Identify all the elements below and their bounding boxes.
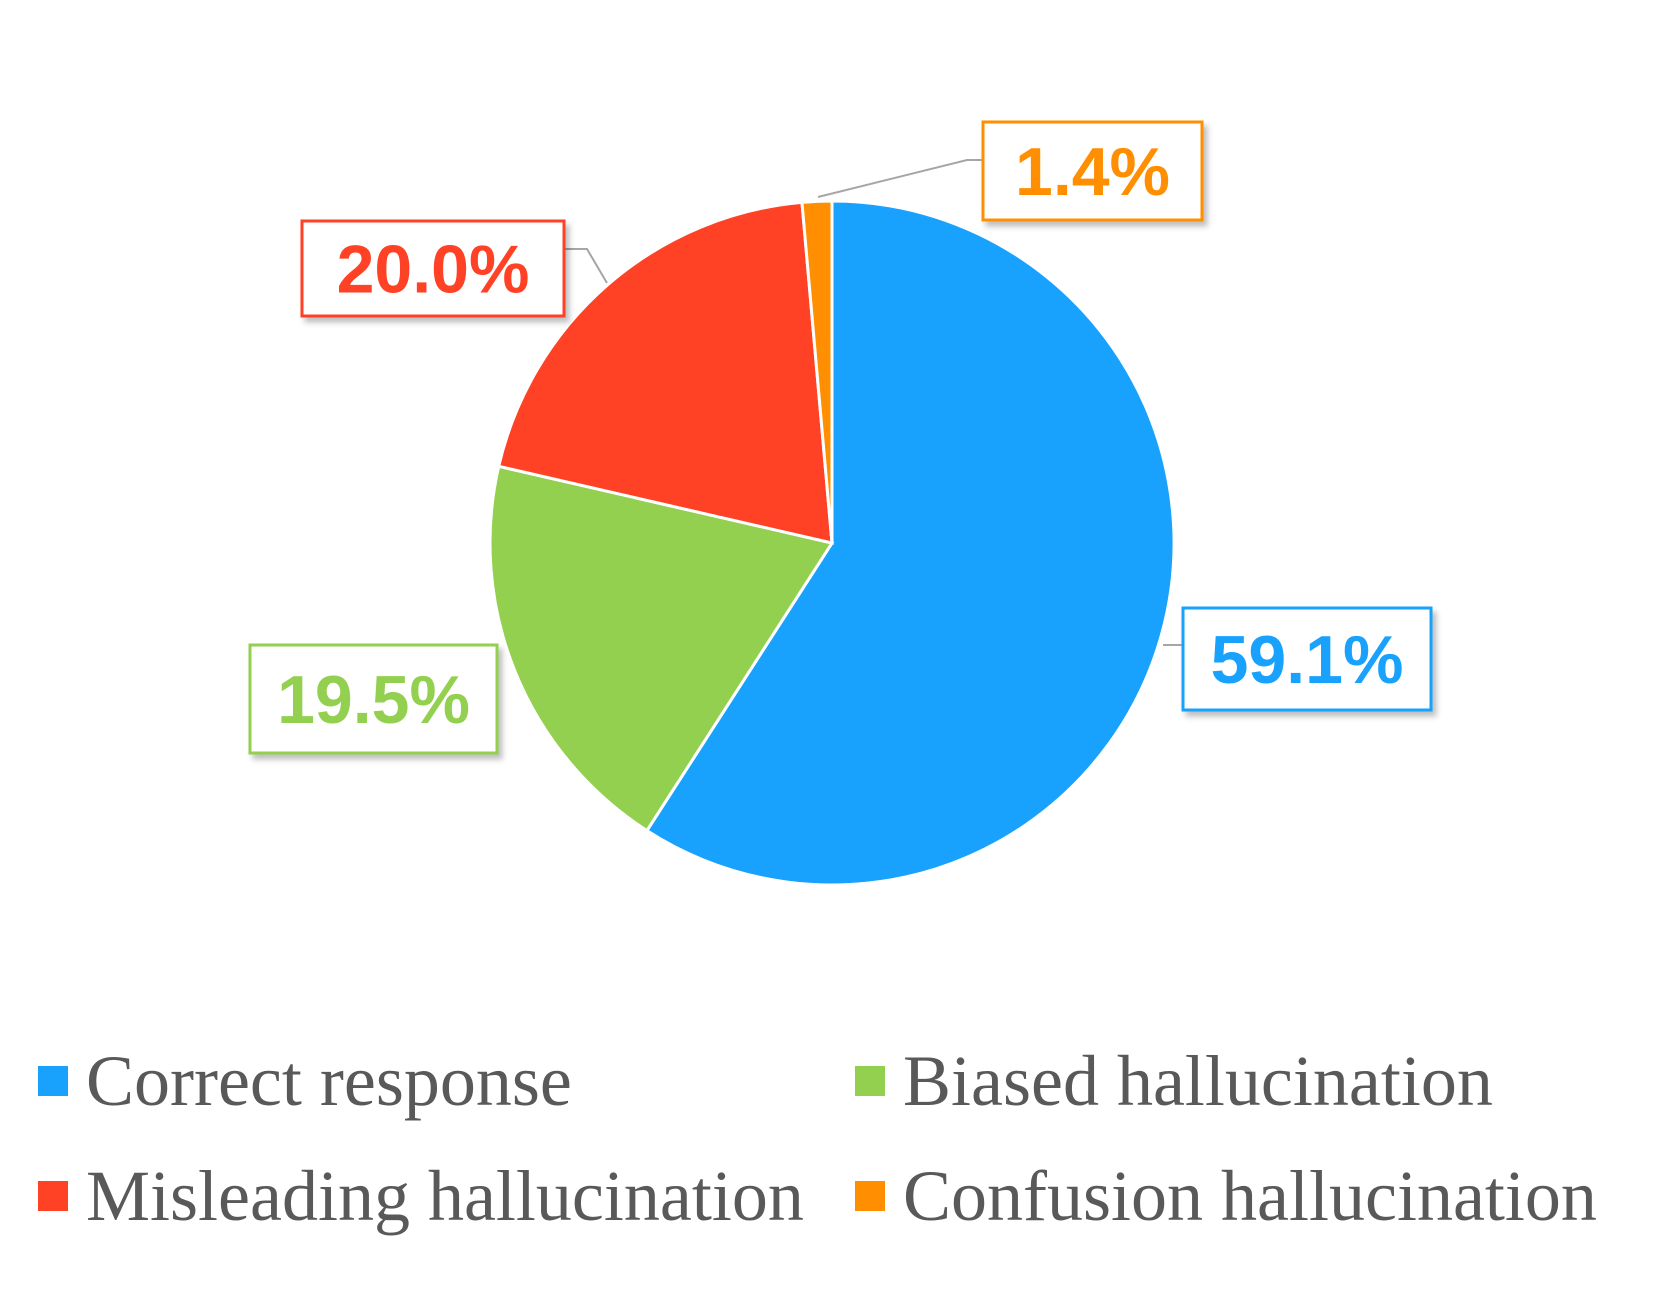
leader-line	[564, 248, 608, 284]
data-label-confusion-hallucination: 1.4%	[981, 120, 1204, 222]
data-label-box	[248, 643, 499, 755]
pie-slice-confusion-hallucination[interactable]	[800, 199, 834, 544]
data-label-text: 19.5%	[277, 662, 470, 738]
pie-slice-correct-response[interactable]	[644, 199, 1176, 887]
pie-slice-misleading-hallucination[interactable]	[496, 200, 834, 545]
data-label-text: 20.0%	[337, 232, 530, 308]
data-label-text: 59.1%	[1211, 622, 1404, 698]
data-label-box	[300, 219, 566, 318]
pie-slice-biased-hallucination[interactable]	[488, 464, 835, 833]
leader-line	[817, 159, 983, 198]
data-label-misleading-hallucination: 20.0%	[300, 219, 566, 318]
data-label-box	[981, 120, 1204, 222]
data-label-box	[1181, 606, 1433, 712]
data-label-text: 1.4%	[1015, 134, 1170, 210]
data-label-correct-response: 59.1%	[1181, 606, 1433, 712]
data-label-biased-hallucination: 19.5%	[248, 643, 499, 755]
